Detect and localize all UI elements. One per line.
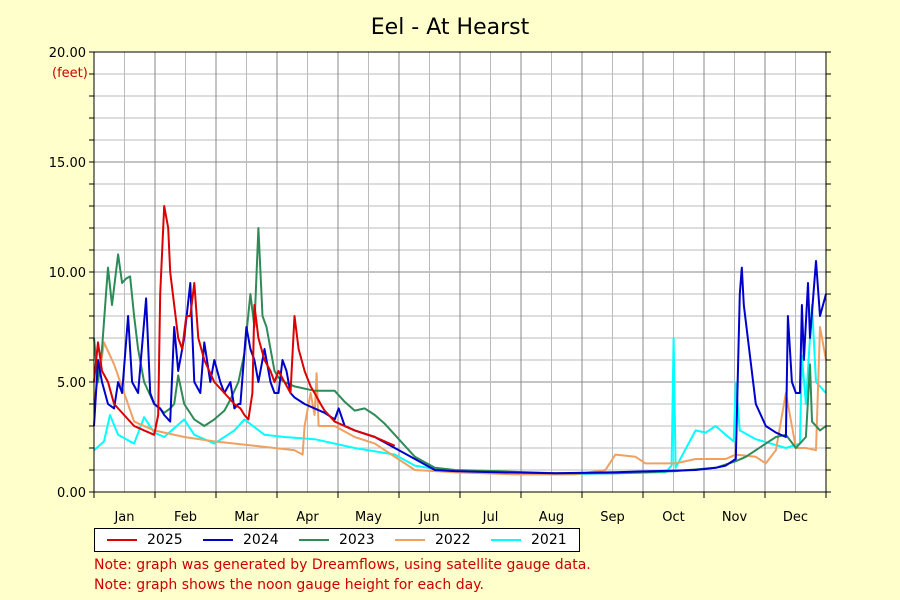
series-line-2025 xyxy=(93,205,396,447)
x-tick-label: Dec xyxy=(783,510,808,525)
x-tick-label: Jan xyxy=(113,510,134,525)
series-line-2024 xyxy=(93,260,827,475)
x-tick-label: Feb xyxy=(174,510,197,525)
legend-swatch xyxy=(491,539,521,541)
x-tick-label: Nov xyxy=(722,510,748,525)
x-tick-label: Oct xyxy=(662,510,684,525)
note-source: Note: graph was generated by Dreamflows,… xyxy=(94,557,591,573)
legend-swatch xyxy=(203,539,233,541)
legend-swatch xyxy=(299,539,329,541)
legend-swatch xyxy=(107,539,137,541)
x-tick-label: Mar xyxy=(234,510,259,525)
x-tick-label: Jul xyxy=(482,510,499,525)
y-tick-label: 0.00 xyxy=(57,486,86,501)
y-tick-label: 20.00 xyxy=(49,46,86,61)
legend-label: 2021 xyxy=(531,532,567,548)
x-tick-label: Jun xyxy=(418,510,439,525)
y-axis-unit-label: (feet) xyxy=(52,66,88,81)
series-layer xyxy=(93,205,827,476)
legend-label: 2024 xyxy=(243,532,279,548)
legend-label: 2025 xyxy=(147,532,183,548)
y-tick-label: 15.00 xyxy=(49,156,86,171)
legend-label: 2023 xyxy=(339,532,375,548)
chart-title: Eel - At Hearst xyxy=(371,15,530,40)
note-noon-height: Note: graph shows the noon gauge height … xyxy=(94,577,484,593)
x-tick-label: Aug xyxy=(539,510,564,525)
x-tick-label: May xyxy=(355,510,382,525)
series-line-2022 xyxy=(93,326,827,476)
x-tick-label: Apr xyxy=(296,510,319,525)
y-tick-label: 5.00 xyxy=(57,376,86,391)
legend: 2025 2024 2023 2022 2021 xyxy=(94,528,580,552)
y-tick-label: 10.00 xyxy=(49,266,86,281)
x-tick-label: Sep xyxy=(600,510,625,525)
axis-layer: 0.00 5.00 10.00 15.00 20.00 Jan Feb Mar Apr May Ju… xyxy=(49,46,831,525)
legend-swatch xyxy=(395,539,425,541)
legend-label: 2022 xyxy=(435,532,471,548)
